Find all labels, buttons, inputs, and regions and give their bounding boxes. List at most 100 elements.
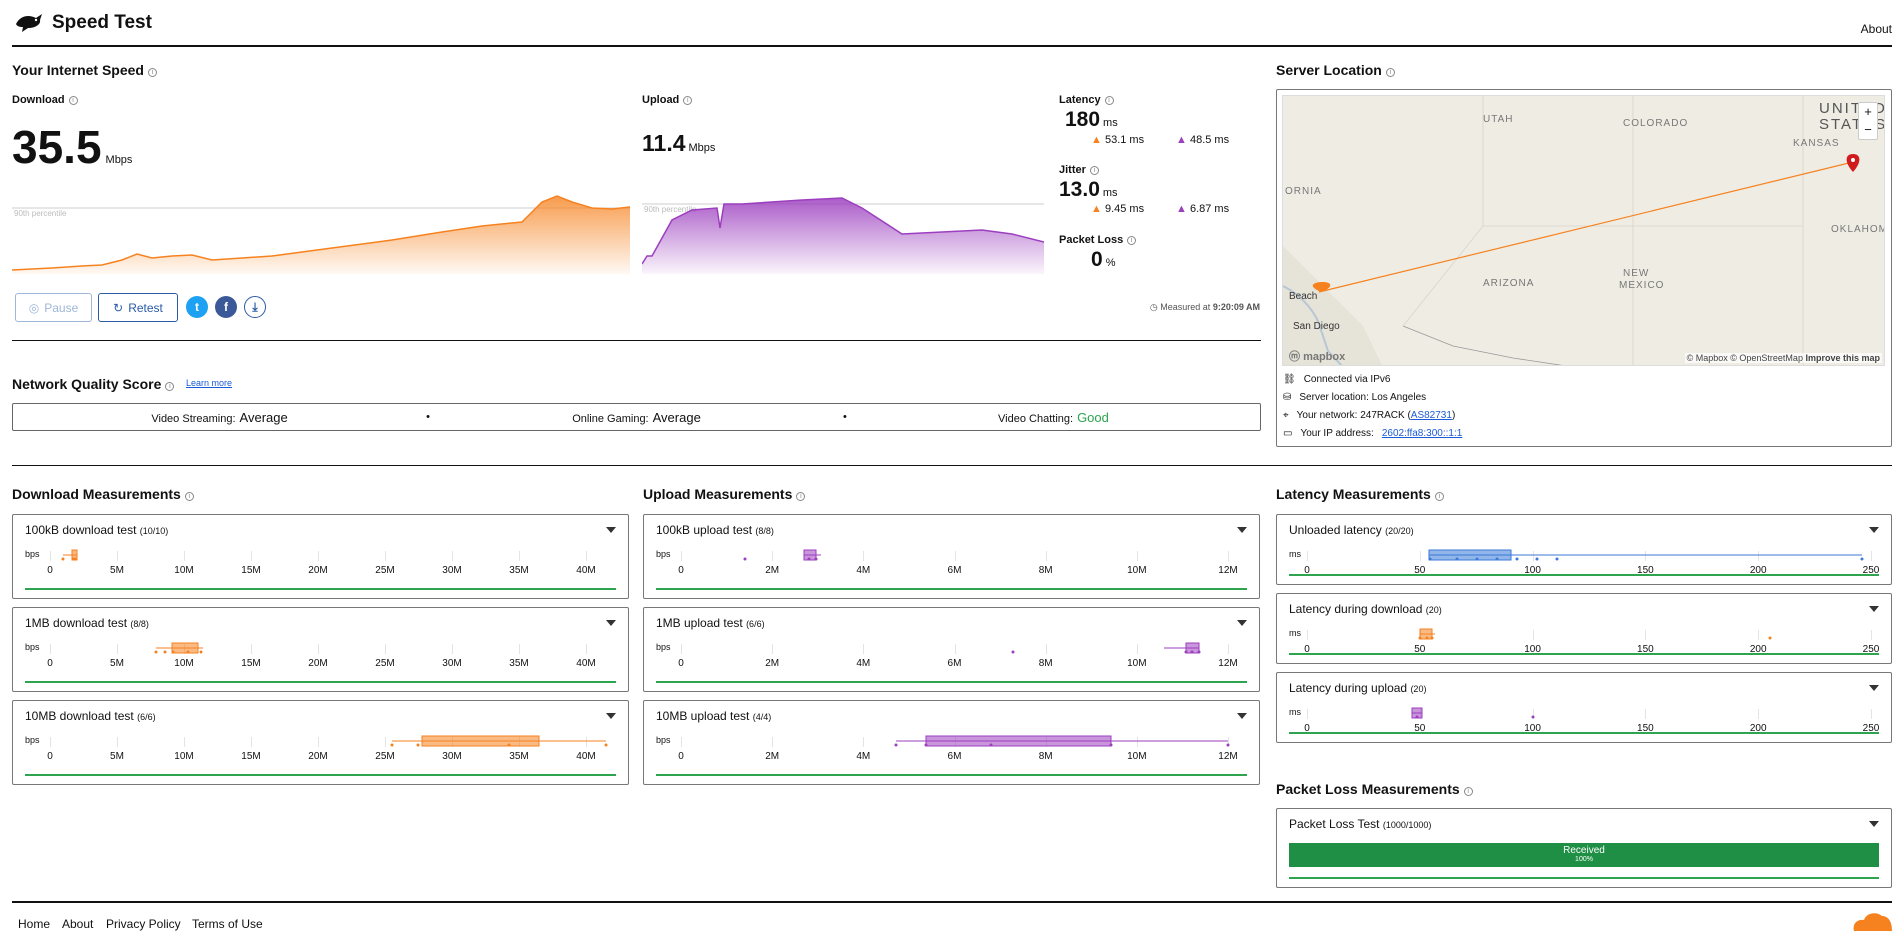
axis-tick-label: 4M	[856, 751, 871, 762]
chevron-down-icon[interactable]	[1869, 527, 1879, 533]
grid-tick	[863, 644, 865, 654]
improve-map-link[interactable]: Improve this map	[1805, 353, 1880, 363]
measurement-card[interactable]: 1MB upload test (6/6) bps 0 2M 4M 6M 8M 10M 12…	[643, 607, 1260, 692]
grid-tick	[251, 737, 252, 747]
footer-home-link[interactable]: Home	[18, 917, 51, 931]
footer-terms-link[interactable]: Terms of Use	[192, 917, 263, 931]
zoom-out-button[interactable]: −	[1864, 122, 1872, 137]
network-quality-title: Network Quality Score i	[12, 376, 175, 392]
axis-tick-label: 8M	[1038, 751, 1053, 762]
packet-loss-card[interactable]: Packet Loss Test (1000/1000) Received 10…	[1276, 808, 1892, 888]
retest-button[interactable]: ↻ Retest	[98, 293, 178, 322]
axis-tick-label: 15M	[241, 658, 261, 669]
info-icon[interactable]: i	[1127, 236, 1137, 245]
sample-point	[507, 743, 511, 747]
facebook-icon[interactable]: f	[215, 296, 237, 318]
card-title: 10MB download test (6/6)	[25, 709, 156, 723]
download-icon[interactable]: ⤓	[244, 296, 266, 318]
measurement-card[interactable]: Latency during upload (20) ms 0 50 100 150 2…	[1276, 672, 1892, 743]
axis-tick-label: 10M	[174, 658, 194, 669]
jitter-download: ▲ 9.45 ms	[1091, 203, 1145, 215]
axis-tick-label: 150	[1637, 644, 1654, 655]
info-icon[interactable]: i	[184, 492, 194, 501]
info-icon[interactable]: i	[68, 96, 78, 105]
measurement-card[interactable]: 10MB upload test (4/4) bps 0 2M 4M 6M 8M 10M 1…	[643, 700, 1260, 785]
learn-more-link[interactable]: Learn more	[186, 378, 233, 388]
progress-line	[25, 774, 616, 776]
axis-tick-label: 10M	[1127, 658, 1147, 669]
progress-line	[656, 681, 1247, 683]
progress-line	[25, 588, 616, 590]
info-icon[interactable]: i	[1434, 492, 1444, 501]
grid-tick	[318, 551, 319, 561]
info-icon[interactable]: i	[1104, 96, 1114, 105]
server-map[interactable]: UTAH COLORADO UNITED STATES KANSAS OKLAH…	[1282, 95, 1885, 366]
card-title: 100kB download test (10/10)	[25, 523, 169, 537]
sample-point	[807, 557, 811, 561]
twitter-icon[interactable]: t	[186, 296, 208, 318]
chevron-down-icon[interactable]	[1869, 685, 1879, 691]
chevron-down-icon[interactable]	[606, 620, 616, 626]
box	[171, 642, 199, 654]
chevron-down-icon[interactable]	[1869, 821, 1879, 827]
footer-divider	[12, 901, 1892, 903]
footer-privacy-link[interactable]: Privacy Policy	[106, 917, 181, 931]
grid-tick	[1228, 737, 1229, 747]
measurement-card[interactable]: Latency during download (20) ms 0 50 100 15…	[1276, 593, 1892, 664]
grid-tick	[318, 737, 319, 747]
chevron-down-icon[interactable]	[1237, 713, 1247, 719]
grid-tick	[385, 737, 386, 747]
divider	[12, 340, 1261, 341]
measurement-card[interactable]: Unloaded latency (20/20) ms 0 50 100 150 200…	[1276, 514, 1892, 585]
grid-tick	[772, 737, 774, 747]
as-link[interactable]: AS82731	[1410, 410, 1452, 421]
axis-tick-label: 35M	[509, 658, 529, 669]
info-icon[interactable]: i	[1089, 166, 1099, 175]
latency-value: 180 ms	[1065, 108, 1118, 131]
grid-tick	[954, 551, 956, 561]
chevron-down-icon[interactable]	[606, 527, 616, 533]
info-icon[interactable]: i	[683, 96, 693, 105]
info-icon[interactable]: i	[147, 68, 157, 77]
zoom-in-button[interactable]: +	[1864, 104, 1872, 119]
grid-tick	[681, 737, 682, 747]
info-icon[interactable]: i	[1463, 787, 1473, 796]
axis-tick-label: 200	[1749, 723, 1767, 734]
axis-tick-label: 40M	[576, 658, 596, 669]
axis-tick-label: 10M	[1127, 751, 1147, 762]
info-icon[interactable]: i	[165, 382, 175, 391]
measurement-card[interactable]: 100kB download test (10/10) bps 0 5M 10M 15…	[12, 514, 629, 599]
axis-tick-label: 4M	[856, 658, 871, 669]
axis-tick-label: 150	[1637, 723, 1654, 734]
chevron-down-icon[interactable]	[1869, 606, 1879, 612]
measurement-card[interactable]: 1MB download test (8/8) bps 0 5M 10M 15M 20M…	[12, 607, 629, 692]
axis-tick-label: 30M	[442, 658, 462, 669]
jitter-value: 13.0 ms	[1059, 178, 1118, 201]
info-icon[interactable]: i	[1385, 68, 1395, 77]
page-header: Speed Test About	[12, 0, 1892, 47]
grid-tick	[586, 551, 587, 561]
footer-about-link[interactable]: About	[62, 917, 94, 931]
measurement-card[interactable]: 10MB download test (6/6) bps 0 5M 10M 15M 20…	[12, 700, 629, 785]
grid-tick	[1645, 551, 1647, 561]
chevron-down-icon[interactable]	[1237, 527, 1247, 533]
axis-tick-label: 35M	[509, 565, 529, 576]
download-measurements-title: Download Measurements i	[12, 486, 194, 502]
grid-tick	[117, 737, 118, 747]
chevron-down-icon[interactable]	[606, 713, 616, 719]
chevron-down-icon[interactable]	[1237, 620, 1247, 626]
download-speed: 35.5 Mbps	[12, 121, 133, 173]
box-plot	[1428, 549, 1864, 561]
card-title: 1MB upload test (6/6)	[656, 616, 765, 630]
axis-tick-label: 200	[1749, 644, 1767, 655]
ip-link[interactable]: 2602:ffa8:300::1:1	[1381, 428, 1463, 439]
measurement-card[interactable]: 100kB upload test (8/8) bps 0 2M 4M 6M 8M 10M…	[643, 514, 1260, 599]
unit-label: ms	[1289, 628, 1301, 638]
axis-tick-label: 12M	[1218, 658, 1238, 669]
sample-point	[814, 557, 818, 561]
info-icon[interactable]: i	[796, 492, 806, 501]
about-link[interactable]: About	[1860, 22, 1892, 36]
grid-tick	[1758, 709, 1760, 719]
pause-button[interactable]: ◎ Pause	[15, 293, 92, 322]
measured-time: ◷ Measured at 9:20:09 AM	[1149, 302, 1260, 312]
